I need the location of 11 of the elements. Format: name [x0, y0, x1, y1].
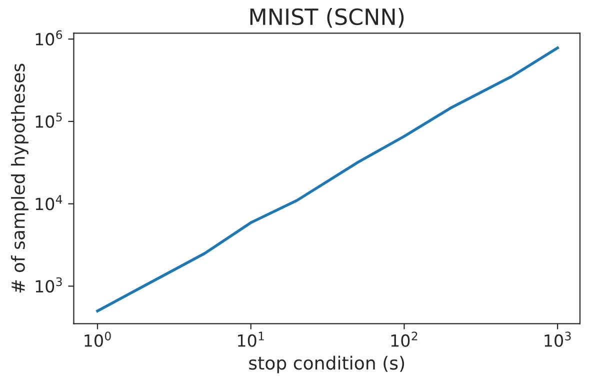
- y-tick-label: 10$^{4}$: [36, 195, 62, 210]
- x-axis-title: stop condition (s): [249, 356, 404, 374]
- x-tick-label: 10$^{2}$: [391, 332, 418, 347]
- chart-title: MNIST (SCNN): [250, 8, 404, 28]
- x-tick-label: 10$^{3}$: [544, 332, 571, 347]
- y-tick-label: 10$^{3}$: [36, 277, 62, 293]
- x-tick-label: 10$^{1}$: [238, 332, 264, 347]
- y-tick-label: 10$^{5}$: [36, 112, 62, 128]
- y-axis-title: # of sampled hypotheses: [10, 64, 28, 293]
- x-tick-label: 10$^{0}$: [84, 332, 111, 347]
- y-tick-label: 10$^{6}$: [36, 30, 62, 46]
